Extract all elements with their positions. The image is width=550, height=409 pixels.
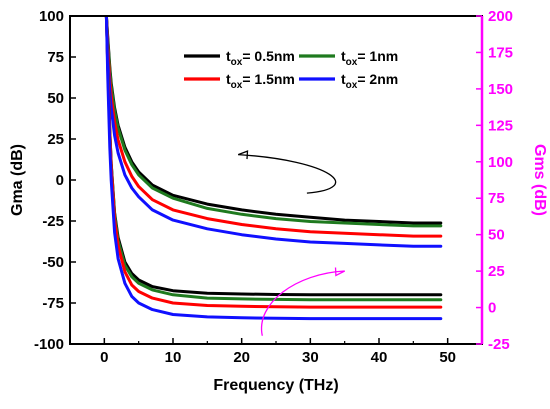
x-axis-ticks: 0 10 20 30 40 50: [100, 338, 456, 366]
left-tick-label-0: 0: [56, 172, 64, 189]
gms-arrow-head: [237, 150, 249, 160]
left-tick-label-50: 50: [47, 90, 64, 107]
left-tick-label--50: -50: [42, 254, 64, 271]
right-tick-label-175: 175: [488, 44, 513, 61]
x-axis-label: Frequency (THz): [213, 377, 338, 394]
left-tick-label--75: -75: [42, 295, 64, 312]
x-tick-label-30: 30: [302, 349, 319, 366]
left-axis-ticks: -100 -75 -50 -25 0 25 50 75 100: [34, 8, 76, 353]
legend-label-1: tox= 1nm: [341, 48, 398, 68]
legend-symbol: t: [226, 71, 231, 87]
curves-layer: [104, 16, 443, 321]
left-tick-label-75: 75: [47, 49, 64, 66]
left-axis-label: Gma (dB): [9, 144, 26, 216]
right-tick-label-100: 100: [488, 154, 513, 171]
legend-value: = 1.5nm: [242, 71, 295, 87]
legend-value: = 1nm: [357, 48, 398, 64]
legend-subscript: ox: [231, 57, 243, 68]
legend-symbol: t: [341, 48, 346, 64]
legend-label-0: tox= 0.5nm: [226, 48, 295, 68]
left-tick-label--25: -25: [42, 213, 64, 230]
legend-value: = 2nm: [357, 71, 398, 87]
legend-subscript: ox: [346, 57, 358, 68]
annotations-layer: [237, 150, 345, 336]
right-tick-label-50: 50: [488, 227, 505, 244]
right-axis-ticks: -25 0 25 50 75 100 125 150 175 200: [476, 8, 513, 353]
left-tick-label-25: 25: [47, 131, 64, 148]
gma-arrow-head: [334, 267, 345, 277]
legend-value: = 0.5nm: [242, 48, 295, 64]
left-tick-label-100: 100: [39, 8, 64, 25]
gms-arrow: [238, 153, 337, 194]
x-tick-label-50: 50: [439, 349, 456, 366]
gma-series-3: [104, 16, 443, 321]
legend-label-3: tox= 2nm: [341, 71, 398, 91]
legend-subscript: ox: [231, 80, 243, 91]
right-tick-label-150: 150: [488, 81, 513, 98]
right-tick-label-0: 0: [488, 300, 496, 317]
plot-area: [69, 15, 484, 345]
right-tick-label-75: 75: [488, 190, 505, 207]
right-tick-label-25: 25: [488, 263, 505, 280]
x-tick-label-40: 40: [371, 349, 388, 366]
gma-arrow: [260, 270, 345, 336]
right-axis-label: Gms (dB): [531, 144, 548, 216]
legend-symbol: t: [341, 71, 346, 87]
right-tick-label-200: 200: [488, 8, 513, 25]
x-tick-label-10: 10: [165, 349, 182, 366]
legend-subscript: ox: [346, 80, 358, 91]
legend-label-2: tox= 1.5nm: [226, 71, 295, 91]
right-tick-label-125: 125: [488, 117, 513, 134]
right-tick-label--25: -25: [488, 336, 510, 353]
legend-symbol: t: [226, 48, 231, 64]
x-tick-label-0: 0: [100, 349, 108, 366]
left-tick-label--100: -100: [34, 336, 64, 353]
x-tick-label-20: 20: [233, 349, 250, 366]
gms-series-3: [104, 16, 443, 248]
